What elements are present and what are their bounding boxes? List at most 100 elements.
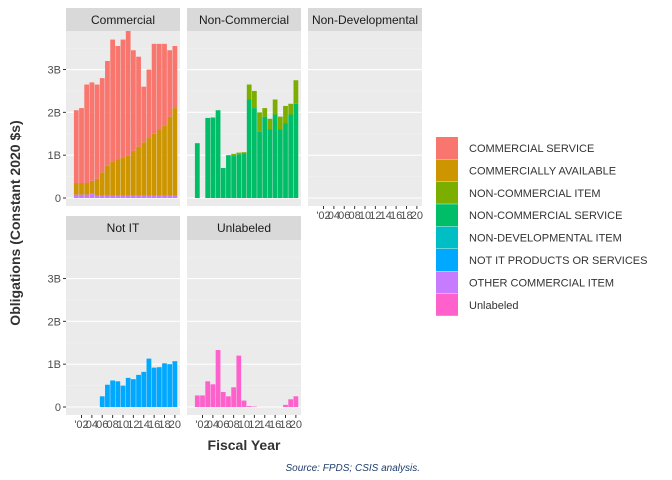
legend-key <box>436 271 458 294</box>
x-tick-label: 20 <box>290 419 302 431</box>
bar-segment <box>172 361 178 407</box>
bar-segment <box>110 39 116 162</box>
bar-segment <box>141 371 147 407</box>
bar-segment <box>267 129 273 198</box>
bar-segment <box>120 195 126 198</box>
bar-segment <box>120 157 126 196</box>
bar-segment <box>151 133 157 196</box>
bar-segment <box>73 110 79 184</box>
bar-segment <box>262 108 268 117</box>
panel-background <box>308 31 422 206</box>
x-tick-label: 04 <box>86 419 98 431</box>
bar-segment <box>130 195 136 198</box>
bar-segment <box>215 110 221 198</box>
bar-segment <box>194 143 200 198</box>
bar-segment <box>79 183 84 195</box>
bar-segment <box>215 350 221 407</box>
bar-segment <box>130 150 136 196</box>
bar-segment <box>288 103 294 115</box>
bar-segment <box>136 56 141 147</box>
x-tick-label: '02 <box>74 419 88 431</box>
bar-segment <box>105 60 110 166</box>
facet-title: Non-Commercial <box>199 13 289 27</box>
bar-segment <box>125 155 131 196</box>
legend-key <box>436 204 458 227</box>
bar-segment <box>205 381 211 407</box>
panel-background <box>187 240 301 415</box>
bar-segment <box>130 379 136 407</box>
legend-key <box>436 249 458 271</box>
bar-segment <box>257 131 262 198</box>
bar-segment <box>162 125 167 196</box>
facet-strip <box>187 8 301 31</box>
bar-segment <box>136 195 141 198</box>
x-tick-label: 12 <box>248 419 260 431</box>
bar-segment <box>241 400 247 407</box>
chart-caption: Source: FPDS; CSIS analysis. <box>286 463 421 474</box>
bar-segment <box>84 194 90 198</box>
x-tick-label: '02 <box>316 210 330 222</box>
legend-key <box>436 293 458 316</box>
bar-segment <box>236 355 242 407</box>
bar-segment <box>288 399 294 407</box>
bar-segment <box>288 114 294 198</box>
facet-strip <box>308 8 422 31</box>
bar-segment <box>226 155 231 198</box>
bar-segment <box>226 396 231 407</box>
bar-segment <box>162 363 167 407</box>
bar-segment <box>156 43 162 130</box>
bar-segment <box>200 395 205 407</box>
bar-segment <box>283 123 288 198</box>
bar-segment <box>167 116 173 196</box>
bar-segment <box>257 112 262 132</box>
legend-label: Unlabeled <box>469 300 519 312</box>
legend-key <box>436 181 458 204</box>
x-tick-label: 12 <box>127 419 139 431</box>
facet-title: Non-Developmental <box>312 13 418 27</box>
bar-segment <box>156 367 162 407</box>
legend-key <box>436 226 458 249</box>
bar-segment <box>94 178 100 196</box>
bar-segment <box>241 153 247 198</box>
x-tick-label: 14 <box>138 419 150 431</box>
bar-segment <box>115 45 121 160</box>
facet-title: Commercial <box>91 13 155 27</box>
bar-segment <box>220 168 226 198</box>
legend-label: NON-COMMERCIAL SERVICE <box>469 210 622 222</box>
y-tick-label: 1B <box>48 150 61 162</box>
bar-segment <box>115 159 121 196</box>
bar-segment <box>267 118 273 130</box>
bar-segment <box>231 153 237 157</box>
bar-segment <box>246 406 252 407</box>
bar-segment <box>99 195 105 198</box>
y-tick-label: 0 <box>55 402 61 414</box>
bar-segment <box>251 90 257 109</box>
bar-segment <box>156 195 162 198</box>
legend-label: COMMERCIAL SERVICE <box>469 143 594 155</box>
bar-segment <box>172 45 178 109</box>
x-tick-label: 18 <box>158 419 170 431</box>
x-tick-label: 06 <box>217 419 229 431</box>
x-tick-label: 20 <box>411 210 423 222</box>
bar-segment <box>89 82 95 181</box>
bar-segment <box>246 84 252 100</box>
x-tick-label: 04 <box>207 419 219 431</box>
bar-segment <box>120 39 126 158</box>
bar-segment <box>73 183 79 195</box>
facet-strip <box>66 8 180 31</box>
bar-segment <box>172 108 178 196</box>
bar-segment <box>231 387 237 407</box>
legend-label: NON-COMMERCIAL ITEM <box>469 188 601 200</box>
bar-segment <box>110 161 116 196</box>
legend-label: NOT IT PRODUCTS OR SERVICES <box>469 255 647 267</box>
bar-segment <box>205 117 211 198</box>
x-tick-label: 16 <box>390 210 402 222</box>
x-tick-label: 04 <box>328 210 340 222</box>
bar-segment <box>136 146 141 196</box>
bar-segment <box>130 50 136 151</box>
bar-segment <box>79 108 84 184</box>
bar-segment <box>146 138 152 196</box>
y-axis-title: Obligations (Constant 2020 $s) <box>7 120 23 325</box>
